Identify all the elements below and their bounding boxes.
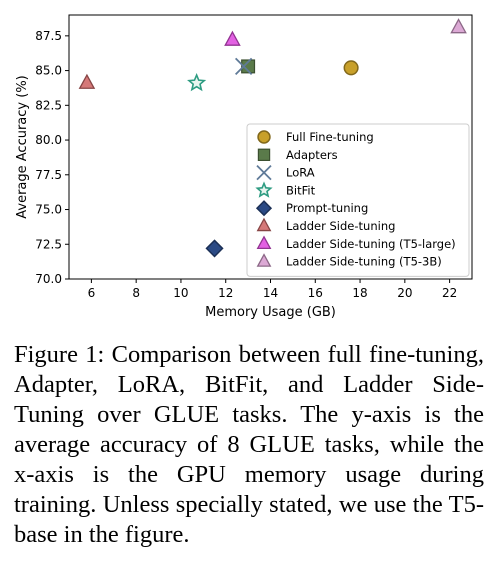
- data-point: [241, 59, 256, 74]
- legend-marker: [255, 200, 273, 217]
- legend-entry: Adapters: [286, 148, 338, 162]
- legend: Full Fine-tuning Adapters LoRA BitFit Prompt…: [246, 123, 470, 277]
- legend-marker: [256, 253, 272, 267]
- x-axis-label: Memory Usage (GB): [205, 305, 336, 320]
- y-tick-label: 82.5: [35, 98, 62, 112]
- data-point: [450, 18, 467, 34]
- y-tick-label: 75.0: [35, 203, 62, 217]
- legend-entry: LoRA: [286, 166, 315, 180]
- x-tick-label: 20: [397, 286, 412, 300]
- x-tick-label: 10: [173, 286, 188, 300]
- x-tick-label: 8: [132, 286, 140, 300]
- y-tick-label: 72.5: [35, 237, 62, 251]
- legend-entry: Full Fine-tuning: [286, 130, 374, 144]
- legend-marker: [255, 181, 273, 198]
- x-tick-label: 18: [352, 286, 367, 300]
- scatter-chart: 6 8 10 12 14 16 18 20 22 70.0 72.5 75.0 77.5 80.0 82.5…: [15, 14, 473, 320]
- legend-entry: Ladder Side-tuning: [286, 219, 395, 233]
- data-point: [343, 60, 359, 76]
- y-tick-label: 85.0: [35, 64, 62, 78]
- legend-box: [246, 123, 470, 277]
- x-tick-label: 12: [218, 286, 233, 300]
- y-tick-label: 70.0: [35, 272, 62, 286]
- legend-entry: Ladder Side-tuning (T5-3B): [286, 255, 442, 269]
- y-axis-label: Average Accuracy (%): [15, 75, 30, 219]
- legend-entry: Prompt-tuning: [286, 201, 368, 215]
- data-point: [205, 239, 224, 258]
- legend-marker: [256, 235, 272, 250]
- y-tick-label: 87.5: [35, 29, 62, 43]
- figure-caption: Figure 1: Comparison between full fine-t…: [14, 341, 484, 548]
- data-point: [78, 73, 96, 89]
- legend-marker: [257, 148, 271, 161]
- y-tick-label: 80.0: [35, 133, 62, 147]
- legend-marker: [256, 217, 272, 232]
- legend-marker: [256, 164, 272, 181]
- x-tick-label: 22: [442, 286, 457, 300]
- legend-entry: Ladder Side-tuning (T5-large): [286, 237, 456, 251]
- x-tick-label: 16: [308, 286, 323, 300]
- x-tick-label: 6: [88, 286, 96, 300]
- y-tick-label: 77.5: [35, 168, 62, 182]
- data-point: [187, 72, 207, 92]
- data-point: [234, 57, 253, 76]
- plot-area: 6 8 10 12 14 16 18 20 22 70.0 72.5 75.0 77.5 80.0 82.5…: [35, 14, 473, 300]
- legend-entry: BitFit: [286, 183, 316, 197]
- x-tick-label: 14: [263, 286, 278, 300]
- legend-marker: [257, 130, 271, 144]
- data-point: [224, 30, 241, 46]
